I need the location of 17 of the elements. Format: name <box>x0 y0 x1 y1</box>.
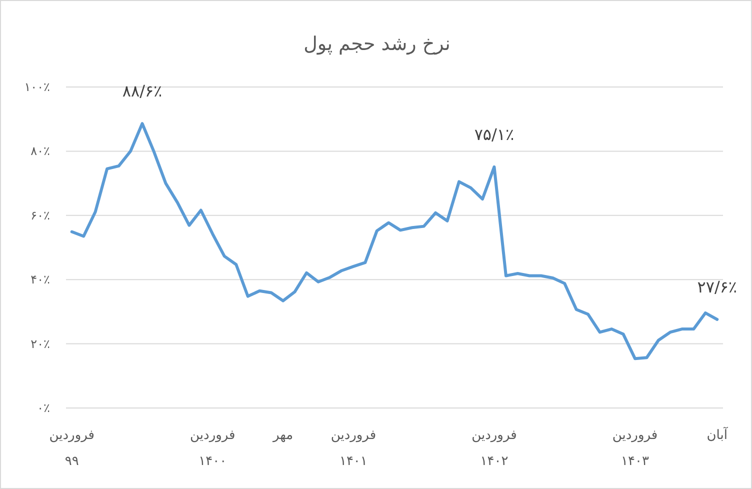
x-tick-label: فروردین ۹۹ <box>49 428 94 469</box>
value-label: ۷۵/۱٪ <box>474 124 514 144</box>
x-tick-label: آبان <box>706 428 728 443</box>
y-tick-label: ۶۰٪ <box>30 208 50 222</box>
value-label: ۲۷/۶٪ <box>697 277 738 296</box>
y-tick-label: ۱۰۰٪ <box>24 80 50 94</box>
value-label: ۸۸/۶٪ <box>122 82 162 101</box>
x-tick-label: فروردین ۱۴۰۰ <box>190 428 236 469</box>
x-tick-label: فروردین ۱۴۰۲ <box>472 428 517 469</box>
x-tick-label: فروردین ۱۴۰۱ <box>330 428 376 469</box>
x-tick-label: مهر <box>272 428 294 443</box>
y-tick-label: ۰٪ <box>37 401 50 415</box>
x-tick-label: فروردین ۱۴۰۳ <box>612 428 658 469</box>
y-tick-label: ۲۰٪ <box>30 336 50 351</box>
y-tick-label: ۸۰٪ <box>30 144 50 158</box>
title: نرخ رشد حجم پول <box>304 33 450 55</box>
y-tick-label: ۴۰٪ <box>30 272 50 287</box>
